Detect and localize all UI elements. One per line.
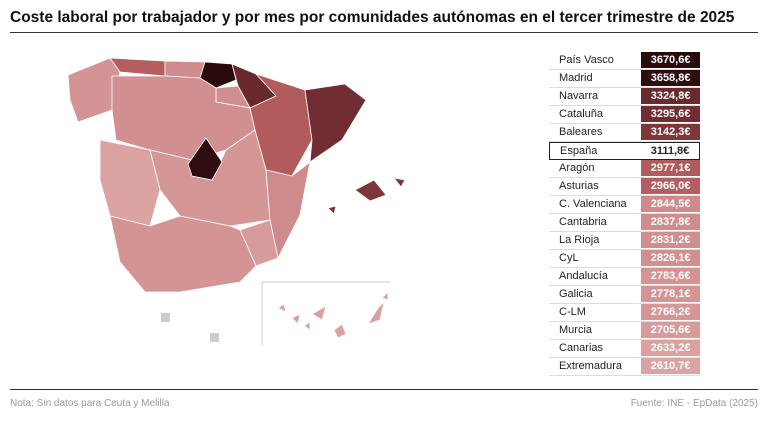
- table-row: País Vasco 3670,6€: [549, 52, 700, 70]
- table-row: Baleares 3142,3€: [549, 124, 700, 142]
- table-row: CyL 2826,1€: [549, 250, 700, 268]
- cost-value: 3142,3€: [641, 124, 700, 141]
- region-name: España: [560, 145, 598, 157]
- canarias: [367, 300, 385, 325]
- table-row: La Rioja 2831,2€: [549, 232, 700, 250]
- rule: [10, 389, 758, 390]
- table-row: España 3111,8€: [549, 142, 700, 160]
- cost-value: 3111,8€: [641, 143, 699, 159]
- cost-value: 2831,2€: [641, 232, 700, 249]
- cost-value: 2783,6€: [641, 268, 700, 285]
- extremadura: [99, 139, 161, 227]
- canarias: [381, 291, 389, 301]
- region-name: Murcia: [559, 324, 593, 336]
- region-name: Cantabria: [559, 216, 607, 228]
- melilla: [210, 333, 219, 342]
- region-name: Cataluña: [559, 108, 604, 120]
- cost-value: 3670,6€: [641, 52, 700, 69]
- region-name: País Vasco: [559, 54, 614, 66]
- table-row: Madrid 3658,8€: [549, 70, 700, 88]
- cost-value: 2844,5€: [641, 196, 700, 213]
- region-name: C-LM: [559, 306, 586, 318]
- table: País Vasco 3670,6€ Madrid 3658,8€ Navarra 332…: [549, 52, 700, 376]
- cost-value: 2633,2€: [641, 340, 700, 357]
- table-row: Aragón 2977,1€: [549, 160, 700, 178]
- region-name: Canarias: [559, 342, 604, 354]
- cost-value: 3295,6€: [641, 106, 700, 123]
- region-name: La Rioja: [559, 234, 600, 246]
- canarias: [333, 323, 347, 339]
- title: Coste laboral por trabajador y por mes p…: [10, 9, 735, 26]
- table-row: Asturias 2966,0€: [549, 178, 700, 196]
- table-row: Canarias 2633,2€: [549, 340, 700, 358]
- cost-value: 2826,1€: [641, 250, 700, 267]
- region-name: Andalucía: [559, 270, 608, 282]
- table-row: Cataluña 3295,6€: [549, 106, 700, 124]
- cost-value: 2766,2€: [641, 304, 700, 321]
- table-row: Extremadura 2610,7€: [549, 358, 700, 376]
- table-row: Andalucía 2783,6€: [549, 268, 700, 286]
- canarias: [303, 321, 311, 331]
- cost-value: 2837,8€: [641, 214, 700, 231]
- table-row: Cantabria 2837,8€: [549, 214, 700, 232]
- baleares: [393, 177, 406, 188]
- note: Nota: Sin datos para Ceuta y Melilla: [10, 398, 170, 409]
- region-name: C. Valenciana: [559, 198, 627, 210]
- table-row: Murcia 2705,6€: [549, 322, 700, 340]
- region-name: Aragón: [559, 162, 595, 174]
- cost-value: 2966,0€: [641, 178, 700, 195]
- region-name: Extremadura: [559, 360, 622, 372]
- cost-value: 3658,8€: [641, 70, 700, 87]
- table-row: C-LM 2766,2€: [549, 304, 700, 322]
- cantabria: [164, 60, 206, 79]
- pais-vasco: [199, 61, 237, 89]
- cost-value: 2610,7€: [641, 358, 700, 375]
- cost-value: 2977,1€: [641, 160, 700, 177]
- cost-value: 2705,6€: [641, 322, 700, 339]
- region-name: Asturias: [559, 180, 599, 192]
- region-name: Navarra: [559, 90, 599, 102]
- cost-value: 3324,8€: [641, 88, 700, 105]
- table-row: Navarra 3324,8€: [549, 88, 700, 106]
- table-row: C. Valenciana 2844,5€: [549, 196, 700, 214]
- canarias: [311, 305, 327, 321]
- cataluna: [304, 83, 367, 163]
- source: Fuente: INE - EpData (2025): [630, 398, 758, 409]
- canarias: [291, 313, 301, 325]
- canarias: [277, 303, 287, 313]
- baleares: [327, 205, 337, 215]
- madrid: [187, 137, 223, 181]
- andalucia: [109, 215, 257, 293]
- region-name: Madrid: [559, 72, 593, 84]
- table-row: Galicia 2778,1€: [549, 286, 700, 304]
- baleares: [354, 179, 387, 202]
- region-name: Baleares: [559, 126, 603, 138]
- ceuta: [161, 313, 170, 322]
- region-name: CyL: [559, 252, 579, 264]
- rule: [10, 32, 758, 33]
- region-name: Galicia: [559, 288, 593, 300]
- cost-value: 2778,1€: [641, 286, 700, 303]
- map: [67, 57, 406, 345]
